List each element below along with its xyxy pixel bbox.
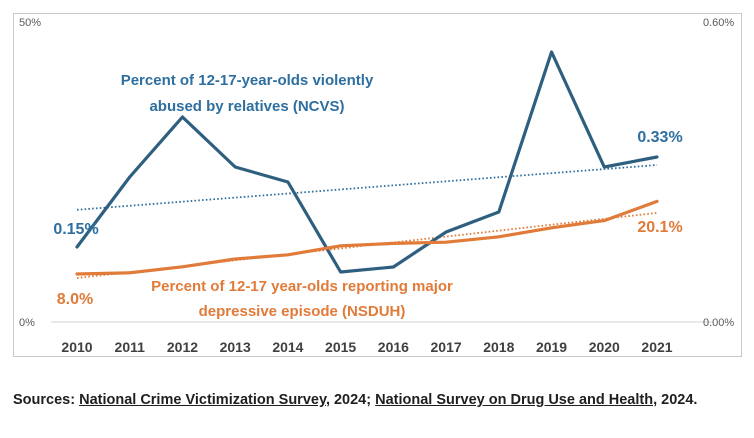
nsduh-series-annotation: depressive episode (NSDUH)	[199, 303, 406, 320]
axes: 0% 50% 0.00% 0.60% 2010 2011 2012 2013 2014 2015 2…	[19, 17, 734, 355]
sources-mid: , 2024;	[325, 392, 376, 408]
ncvs-source-link[interactable]: National Crime Victimization Survey	[79, 392, 326, 408]
chart-frame	[13, 13, 742, 357]
nsduh-start-data-label: 8.0%	[57, 291, 93, 308]
right-axis-tick-label: 0.00%	[703, 317, 734, 329]
x-axis-tick-label: 2018	[483, 339, 514, 355]
nsduh-series-annotation: Percent of 12-17 year-olds reporting maj…	[151, 278, 453, 295]
x-axis-tick-label: 2014	[272, 339, 303, 355]
x-axis-tick-label: 2013	[220, 339, 251, 355]
line-chart: 0% 50% 0.00% 0.60% 2010 2011 2012 2013 2014 2015 2…	[19, 17, 734, 355]
x-axis-tick-label: 2010	[61, 339, 92, 355]
x-axis-tick-label: 2019	[536, 339, 567, 355]
x-axis-tick-label: 2016	[378, 339, 409, 355]
nsduh-series-line	[75, 199, 659, 276]
ncvs-series-annotation: Percent of 12-17-year-olds violently	[121, 72, 374, 89]
x-axis-tick-label: 2012	[167, 339, 198, 355]
left-axis-tick-label: 50%	[19, 17, 41, 29]
sources-prefix: Sources:	[13, 392, 80, 408]
right-axis-tick-label: 0.60%	[703, 17, 734, 29]
ncvs-end-data-label: 0.33%	[637, 129, 682, 146]
nsduh-end-data-label: 20.1%	[637, 219, 682, 236]
ncvs-trendline	[76, 164, 658, 211]
x-axis-tick-label: 2020	[589, 339, 620, 355]
labels: Percent of 12-17-year-olds violently abus…	[53, 72, 682, 320]
ncvs-series-annotation: abused by relatives (NCVS)	[149, 98, 344, 115]
x-axis-tick-label: 2017	[431, 339, 462, 355]
series-lines	[75, 50, 659, 276]
sources-note: Sources: National Crime Victimization Su…	[13, 391, 741, 410]
ncvs-series-line	[75, 50, 659, 274]
x-axis-tick-label: 2011	[115, 339, 146, 355]
sources-suffix: , 2024.	[653, 392, 698, 408]
left-axis-tick-label: 0%	[19, 317, 35, 329]
x-axis-tick-label: 2021	[641, 339, 672, 355]
trendlines	[76, 164, 658, 279]
ncvs-start-data-label: 0.15%	[53, 221, 98, 238]
x-axis-tick-label: 2015	[325, 339, 356, 355]
nsduh-source-link[interactable]: National Survey on Drug Use and Health	[375, 392, 654, 408]
